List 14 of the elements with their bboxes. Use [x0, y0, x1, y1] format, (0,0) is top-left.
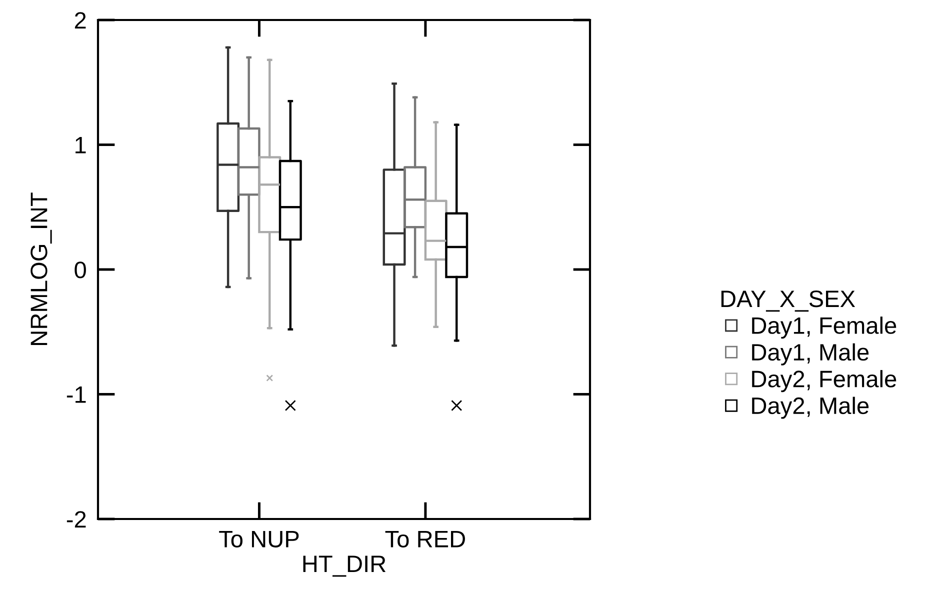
- y-tick-label: 2: [74, 12, 86, 29]
- legend-label: Day2, Female: [752, 370, 896, 392]
- legend-title: DAY_X_SEX: [721, 290, 856, 312]
- y-axis-title: NRMLOG_INT: [30, 192, 52, 345]
- x-tick-label: To RED: [385, 530, 465, 548]
- y-tick-label: 1: [76, 137, 86, 154]
- y-tick-label: 0: [74, 262, 86, 278]
- x-tick-label: To NUP: [219, 530, 299, 548]
- legend-label: Day1, Female: [752, 316, 896, 339]
- y-tick-label: -2: [66, 511, 86, 528]
- legend-label: Day1, Male: [752, 343, 869, 366]
- legend-label: Day2, Male: [752, 396, 869, 419]
- x-axis-title: HT_DIR: [303, 556, 386, 577]
- y-tick-label: -1: [66, 386, 86, 403]
